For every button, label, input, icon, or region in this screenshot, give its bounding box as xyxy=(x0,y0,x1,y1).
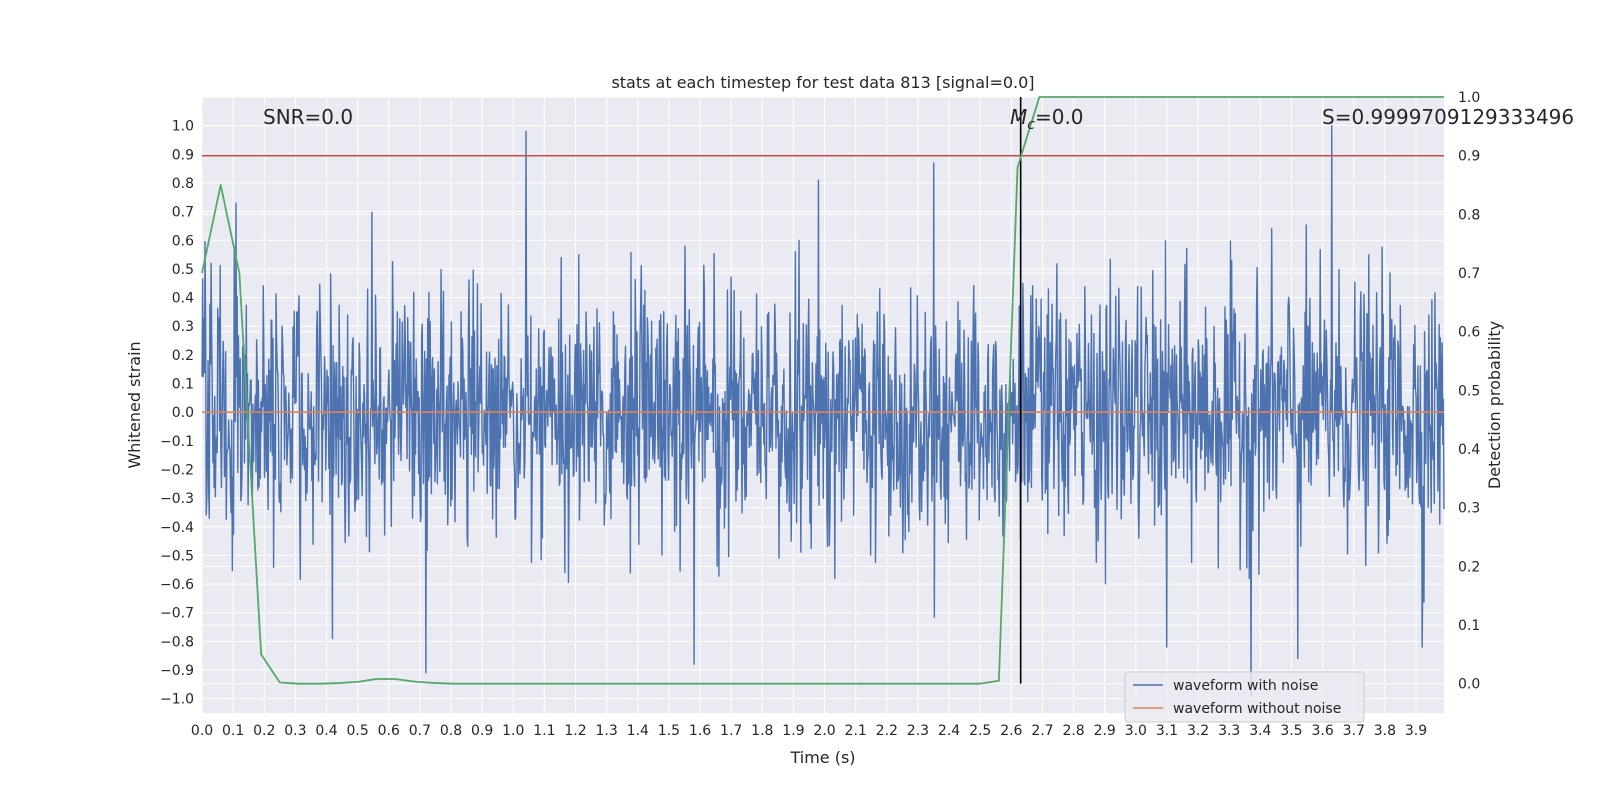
x-tick-label: 0.3 xyxy=(284,723,306,739)
y-tick-label: −0.2 xyxy=(160,462,194,478)
y-tick-label: −0.1 xyxy=(160,434,194,450)
y2-tick-label: 0.8 xyxy=(1458,207,1480,223)
x-tick-label: 1.9 xyxy=(782,723,804,739)
x-tick-label: 2.6 xyxy=(1000,723,1022,739)
x-tick-label: 1.7 xyxy=(720,723,742,739)
y-tick-label: −0.4 xyxy=(160,520,194,536)
x-tick-label: 2.8 xyxy=(1062,723,1084,739)
x-tick-label: 2.2 xyxy=(876,723,898,739)
y2-tick-label: 0.2 xyxy=(1458,559,1480,575)
y-tick-label: 0.4 xyxy=(172,291,194,307)
x-tick-label: 3.1 xyxy=(1156,723,1178,739)
mc-symbol: M xyxy=(1010,105,1027,129)
x-tick-label: 1.4 xyxy=(627,723,649,739)
snr-annotation: SNR=0.0 xyxy=(263,105,353,129)
x-tick-label: 3.2 xyxy=(1187,723,1209,739)
x-tick-label: 1.5 xyxy=(658,723,680,739)
y2-tick-label: 0.6 xyxy=(1458,325,1480,341)
legend-label-noise: waveform with noise xyxy=(1173,678,1318,694)
x-tick-label: 0.1 xyxy=(222,723,244,739)
x-tick-label: 1.3 xyxy=(596,723,618,739)
x-tick-label: 2.1 xyxy=(845,723,867,739)
x-tick-label: 0.4 xyxy=(315,723,337,739)
legend-label-clean: waveform without noise xyxy=(1173,701,1341,717)
y-tick-label: 0.1 xyxy=(172,377,194,393)
x-tick-label: 0.7 xyxy=(409,723,431,739)
x-tick-label: 1.6 xyxy=(689,723,711,739)
x-tick-label: 0.9 xyxy=(471,723,493,739)
y2-tick-label: 0.0 xyxy=(1458,677,1480,693)
y-tick-label: 0.8 xyxy=(172,176,194,192)
x-tick-label: 1.1 xyxy=(533,723,555,739)
x-tick-label: 0.6 xyxy=(378,723,400,739)
y-tick-label: 0.5 xyxy=(172,262,194,278)
y2-tick-label: 0.3 xyxy=(1458,501,1480,517)
x-tick-label: 3.8 xyxy=(1374,723,1396,739)
x-tick-label: 3.9 xyxy=(1405,723,1427,739)
x-axis-ticks: 0.0 0.1 0.2 0.3 0.4 0.5 0.6 0.7 0.8 0.9 1.0 1.1 1.2 1… xyxy=(191,723,1427,739)
y2-tick-label: 0.7 xyxy=(1458,266,1480,282)
y2-tick-label: 0.5 xyxy=(1458,383,1480,399)
y-tick-label: −1.0 xyxy=(160,692,194,708)
x-axis-title: Time (s) xyxy=(789,748,855,767)
y-tick-label: −0.7 xyxy=(160,606,194,622)
x-tick-label: 1.0 xyxy=(502,723,524,739)
x-tick-label: 0.5 xyxy=(347,723,369,739)
y-tick-label: −0.5 xyxy=(160,548,194,564)
noise-waveform-line xyxy=(201,124,1445,697)
y-tick-label: 0.9 xyxy=(172,147,194,163)
x-tick-label: 3.7 xyxy=(1343,723,1365,739)
y-tick-label: 0.0 xyxy=(172,405,194,421)
y-tick-label: 0.7 xyxy=(172,205,194,221)
x-tick-label: 3.6 xyxy=(1311,723,1333,739)
x-tick-label: 2.0 xyxy=(813,723,835,739)
y-axis-ticks: 1.0 0.9 0.8 0.7 0.6 0.5 0.4 0.3 0.2 0.1 0.0 −0.1 −0.… xyxy=(160,119,194,708)
legend: waveform with noise waveform without noi… xyxy=(1124,671,1365,723)
chart-title: stats at each timestep for test data 813… xyxy=(611,73,1034,92)
y-tick-label: 0.2 xyxy=(172,348,194,364)
y-tick-label: 0.6 xyxy=(172,233,194,249)
x-tick-label: 2.9 xyxy=(1094,723,1116,739)
y2-tick-label: 1.0 xyxy=(1458,90,1480,106)
x-tick-label: 0.0 xyxy=(191,723,213,739)
y-tick-label: 1.0 xyxy=(172,119,194,135)
y2-axis-ticks: 1.0 0.9 0.8 0.7 0.6 0.5 0.4 0.3 0.2 0.1 0.0 xyxy=(1458,90,1480,693)
y2-tick-label: 0.1 xyxy=(1458,618,1480,634)
x-tick-label: 3.3 xyxy=(1218,723,1240,739)
y2-tick-label: 0.4 xyxy=(1458,442,1480,458)
series-detection-probability xyxy=(201,96,1445,685)
y2-axis-title: Detection probability xyxy=(1485,321,1504,489)
mc-annotation: Mc=0.0 xyxy=(1010,105,1084,133)
s-annotation: S=0.9999709129333496 xyxy=(1322,105,1574,129)
x-tick-label: 3.0 xyxy=(1125,723,1147,739)
x-tick-label: 2.3 xyxy=(907,723,929,739)
mc-value: =0.0 xyxy=(1035,105,1084,129)
x-tick-label: 1.2 xyxy=(564,723,586,739)
mc-subscript: c xyxy=(1027,117,1035,133)
x-tick-label: 3.4 xyxy=(1249,723,1271,739)
y-tick-label: 0.3 xyxy=(172,319,194,335)
y2-tick-label: 0.9 xyxy=(1458,149,1480,165)
y-tick-label: −0.6 xyxy=(160,577,194,593)
y-tick-label: −0.9 xyxy=(160,663,194,679)
x-tick-label: 2.4 xyxy=(938,723,960,739)
y-tick-label: −0.8 xyxy=(160,634,194,650)
legend-box xyxy=(1124,671,1365,723)
y-axis-title: Whitened strain xyxy=(125,341,144,468)
y-tick-label: −0.3 xyxy=(160,491,194,507)
x-tick-label: 2.5 xyxy=(969,723,991,739)
x-tick-label: 2.7 xyxy=(1031,723,1053,739)
series-waveform-with-noise xyxy=(201,124,1445,697)
x-tick-label: 0.8 xyxy=(440,723,462,739)
x-tick-label: 3.5 xyxy=(1280,723,1302,739)
x-tick-label: 1.8 xyxy=(751,723,773,739)
x-tick-label: 0.2 xyxy=(253,723,275,739)
